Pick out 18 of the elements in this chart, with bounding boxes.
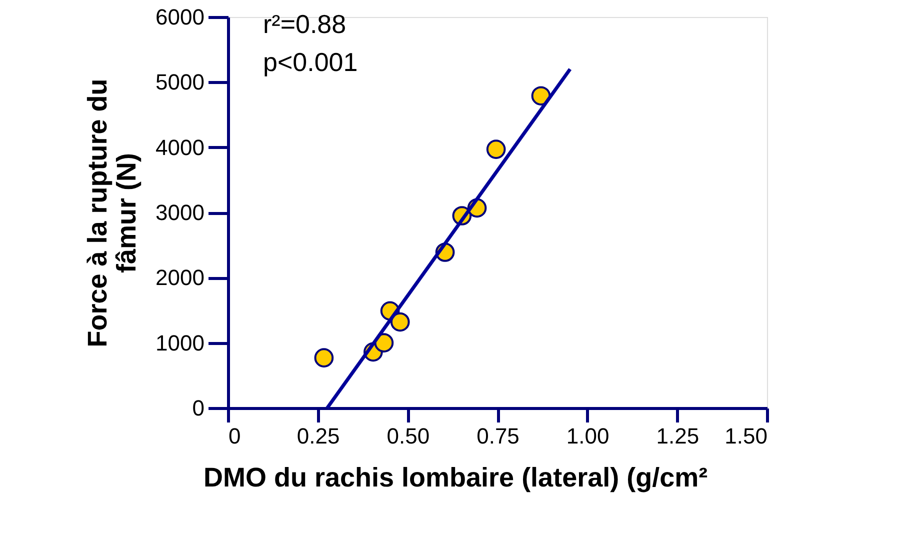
x-tick-label: 0.25 [296,424,340,448]
y-axis-title: Force à la rupture du fâmur (N) [82,78,142,348]
y-tick-label: 1000 [156,330,204,356]
x-tick-label: 1.00 [566,424,610,448]
x-tick-label: 1.50 [724,424,768,448]
x-tick-label: 0 [228,424,241,448]
x-axis-title: DMO du rachis lombaire (lateral) (g/cm² [204,462,708,492]
y-tick-label: 4000 [156,134,204,160]
y-tick-label: 6000 [156,4,204,30]
x-tick-label: 0.75 [476,424,520,448]
annotation: r²=0.88 [263,9,346,39]
y-tick-label: 0 [192,396,204,420]
x-tick-label: 1.25 [656,424,700,448]
y-tick-label: 2000 [156,265,204,290]
annotation: p<0.001 [263,47,358,77]
x-tick-label: 0.50 [386,424,430,448]
y-tick-label: 3000 [156,200,204,225]
y-tick-label: 5000 [156,70,204,95]
